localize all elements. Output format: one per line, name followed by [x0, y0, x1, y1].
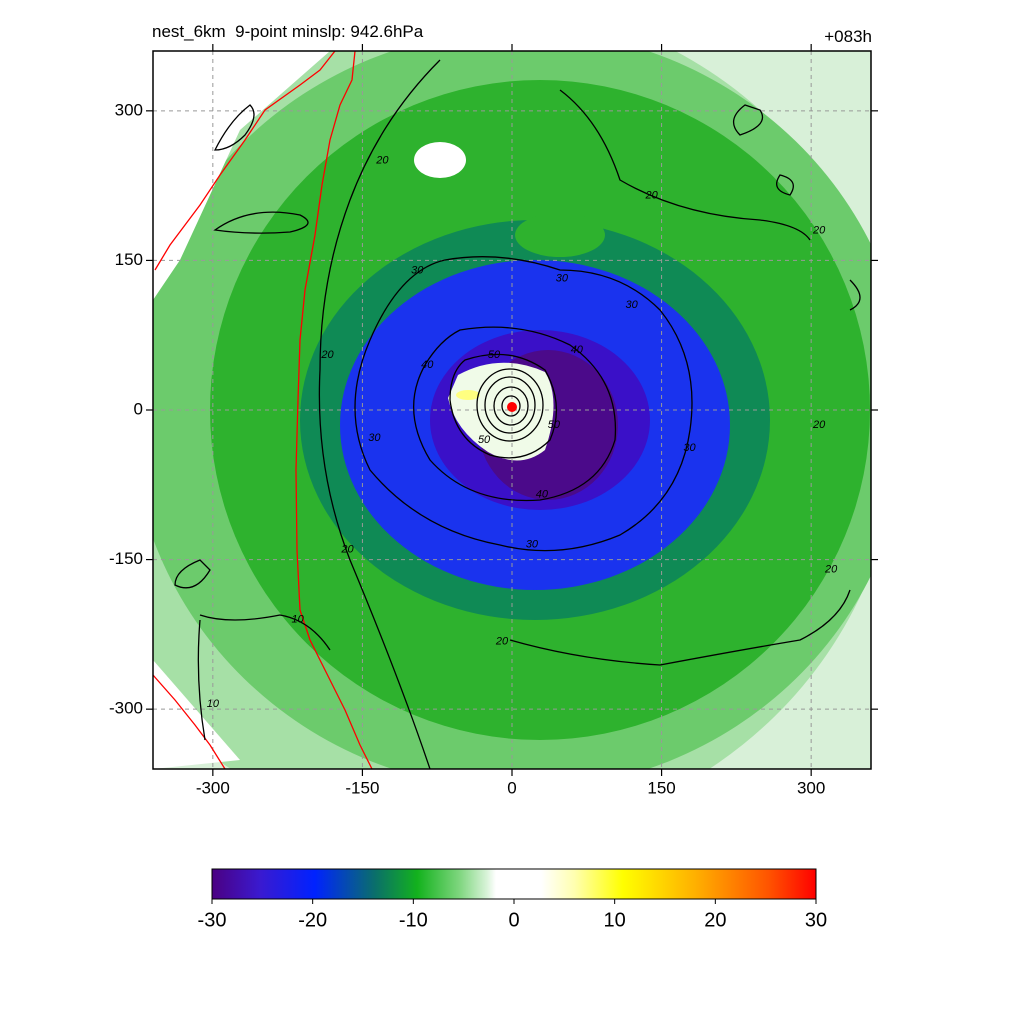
- chart-title: nest_6km 9-point minslp: 942.6hPa: [152, 22, 424, 41]
- contour-label-8: 50: [478, 434, 491, 446]
- contour-label-21: 10: [207, 698, 220, 710]
- y-tick-label-2: 0: [134, 399, 143, 418]
- eye-yellow-spot: [456, 390, 480, 400]
- y-tick-label-3: -150: [109, 549, 143, 568]
- axis-ticks: -300 -150 0 150 300 300 150 0 -150 -300: [109, 44, 878, 797]
- contour-label-19: 20: [495, 635, 509, 647]
- field-patch-white-north: [414, 142, 466, 178]
- coastline: [153, 51, 373, 769]
- field-white-southwest: [153, 660, 240, 769]
- contour-label-3: 30: [626, 299, 639, 311]
- y-tick-label-4: -300: [109, 699, 143, 718]
- colorbar-tick-label-3: 0: [508, 909, 519, 931]
- isotach-contours: [174, 59, 861, 769]
- contour-label-15: 20: [644, 190, 658, 202]
- x-tick-label-2: 0: [507, 778, 516, 797]
- contour-label-10: 30: [683, 442, 696, 454]
- colorbar-tick-label-5: 20: [704, 909, 726, 931]
- contour-label-18: 20: [824, 563, 838, 575]
- colorbar-ticks: -30 -20 -10 0 10 20 30: [198, 899, 827, 931]
- field-white-northwest: [153, 51, 330, 300]
- colorbar-tick-label-1: -20: [298, 909, 327, 931]
- colorbar-gradient: [211, 868, 817, 900]
- colorbar-tick-label-2: -10: [399, 909, 428, 931]
- contour-label-1: 30: [411, 264, 424, 276]
- field-patch-north: [515, 213, 605, 257]
- contour-label-7: 50: [548, 419, 561, 431]
- contour-label-9: 40: [536, 489, 549, 501]
- y-tick-label-1: 150: [115, 250, 143, 269]
- storm-center-marker: [507, 402, 517, 413]
- forecast-hour: +083h: [824, 27, 872, 46]
- contour-label-0: 20: [375, 155, 389, 167]
- contour-label-12: 30: [526, 539, 539, 551]
- colorbar: -30 -20 -10 0 10 20 30: [198, 868, 827, 931]
- x-tick-label-3: 150: [647, 778, 675, 797]
- x-tick-label-4: 300: [797, 778, 825, 797]
- contour-label-2: 30: [556, 272, 569, 284]
- contour-label-16: 20: [812, 224, 826, 236]
- y-tick-label-0: 300: [115, 100, 143, 119]
- contour-label-11: 30: [368, 432, 381, 444]
- colorbar-tick-label-6: 30: [805, 909, 827, 931]
- x-tick-label-1: -150: [345, 778, 379, 797]
- contour-labels: 20 30 30 30 40 50 40 50 50 40 30 30 30 20 20 20 20 20 20 20…: [207, 155, 838, 710]
- colorbar-tick-label-0: -30: [198, 909, 227, 931]
- contour-label-14: 20: [340, 544, 354, 556]
- colorbar-tick-label-4: 10: [604, 909, 626, 931]
- contour-label-4: 40: [421, 359, 434, 371]
- contour-label-20: 10: [291, 613, 304, 625]
- x-tick-label-0: -300: [196, 778, 230, 797]
- contour-label-5: 50: [488, 349, 501, 361]
- contour-label-6: 40: [571, 344, 584, 356]
- contour-label-13: 20: [320, 349, 334, 361]
- wind-field: [153, 51, 871, 769]
- contour-label-17: 20: [812, 419, 826, 431]
